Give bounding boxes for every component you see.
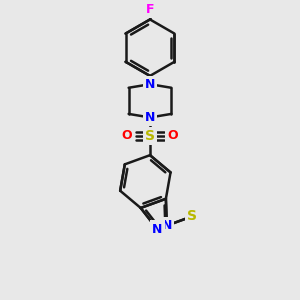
Text: O: O bbox=[168, 129, 178, 142]
Text: N: N bbox=[162, 219, 172, 232]
Text: O: O bbox=[122, 129, 132, 142]
Text: N: N bbox=[145, 78, 155, 91]
Text: S: S bbox=[145, 129, 155, 143]
Text: N: N bbox=[145, 111, 155, 124]
Text: N: N bbox=[152, 223, 162, 236]
Text: S: S bbox=[187, 209, 197, 224]
Text: F: F bbox=[146, 3, 154, 16]
